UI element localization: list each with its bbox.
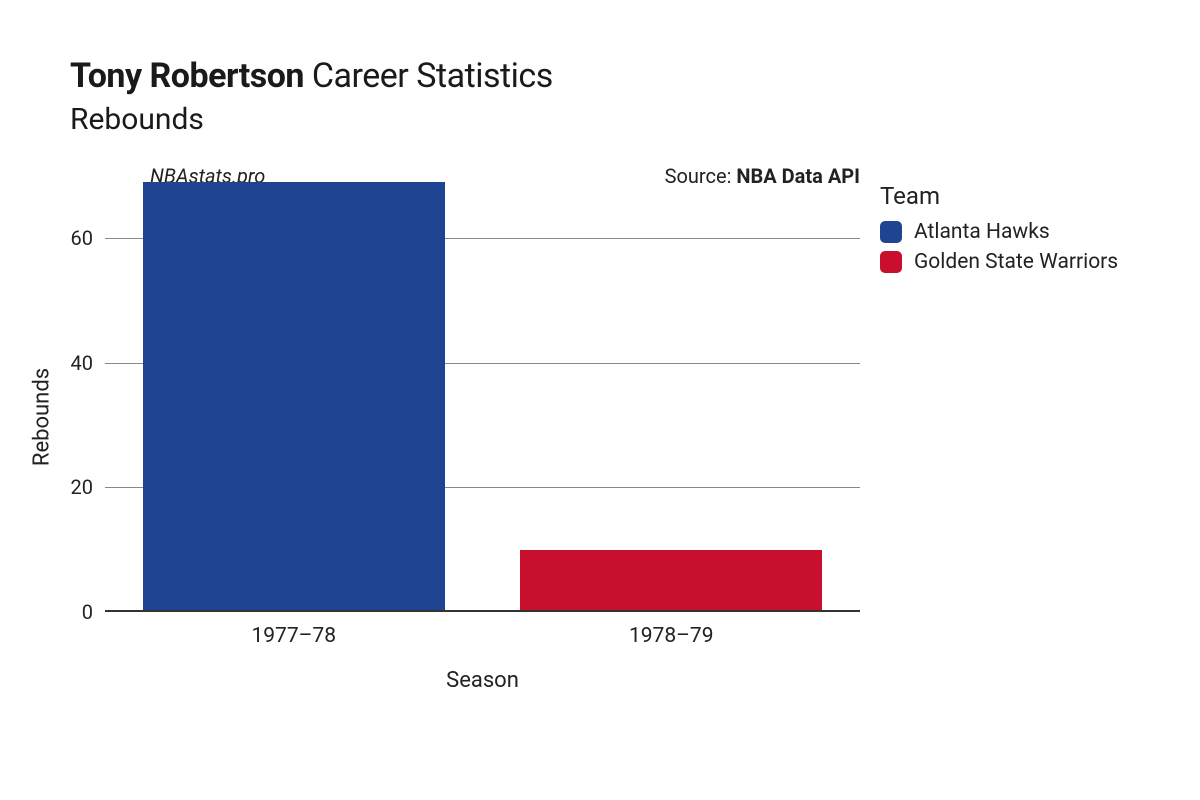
bars-layer	[105, 182, 860, 612]
chart-root: Tony Robertson Career Statistics Rebound…	[0, 0, 1200, 800]
y-axis-title: Rebounds	[30, 368, 55, 466]
player-name: Tony Robertson	[70, 56, 304, 96]
x-axis-baseline	[105, 610, 860, 612]
y-tick-label: 40	[55, 351, 105, 375]
legend-swatch	[880, 251, 902, 273]
chart-subtitle: Rebounds	[70, 102, 1170, 137]
x-axis-title: Season	[446, 668, 519, 693]
legend-swatch	[880, 221, 902, 243]
legend-title: Team	[880, 182, 1118, 210]
legend: Team Atlanta Hawks Golden State Warriors	[880, 182, 1118, 280]
legend-items: Atlanta Hawks Golden State Warriors	[880, 220, 1118, 274]
plot-wrap: Rebounds 1977–781978–79 0204060 Season	[70, 182, 860, 652]
x-tick-label: 1978–79	[629, 612, 714, 648]
legend-item: Golden State Warriors	[880, 250, 1118, 274]
plot-area: 1977–781978–79 0204060 Season	[105, 182, 860, 612]
x-tick-label: 1977–78	[251, 612, 336, 648]
title-suffix: Career Statistics	[312, 56, 553, 96]
bar	[520, 550, 822, 612]
legend-label: Atlanta Hawks	[914, 220, 1050, 244]
y-tick-label: 60	[55, 226, 105, 250]
y-tick-label: 20	[55, 475, 105, 499]
chart-title: Tony Robertson Career Statistics	[70, 56, 1170, 96]
legend-item: Atlanta Hawks	[880, 220, 1118, 244]
y-tick-label: 0	[55, 600, 105, 624]
bar	[143, 182, 445, 612]
legend-label: Golden State Warriors	[914, 250, 1118, 274]
